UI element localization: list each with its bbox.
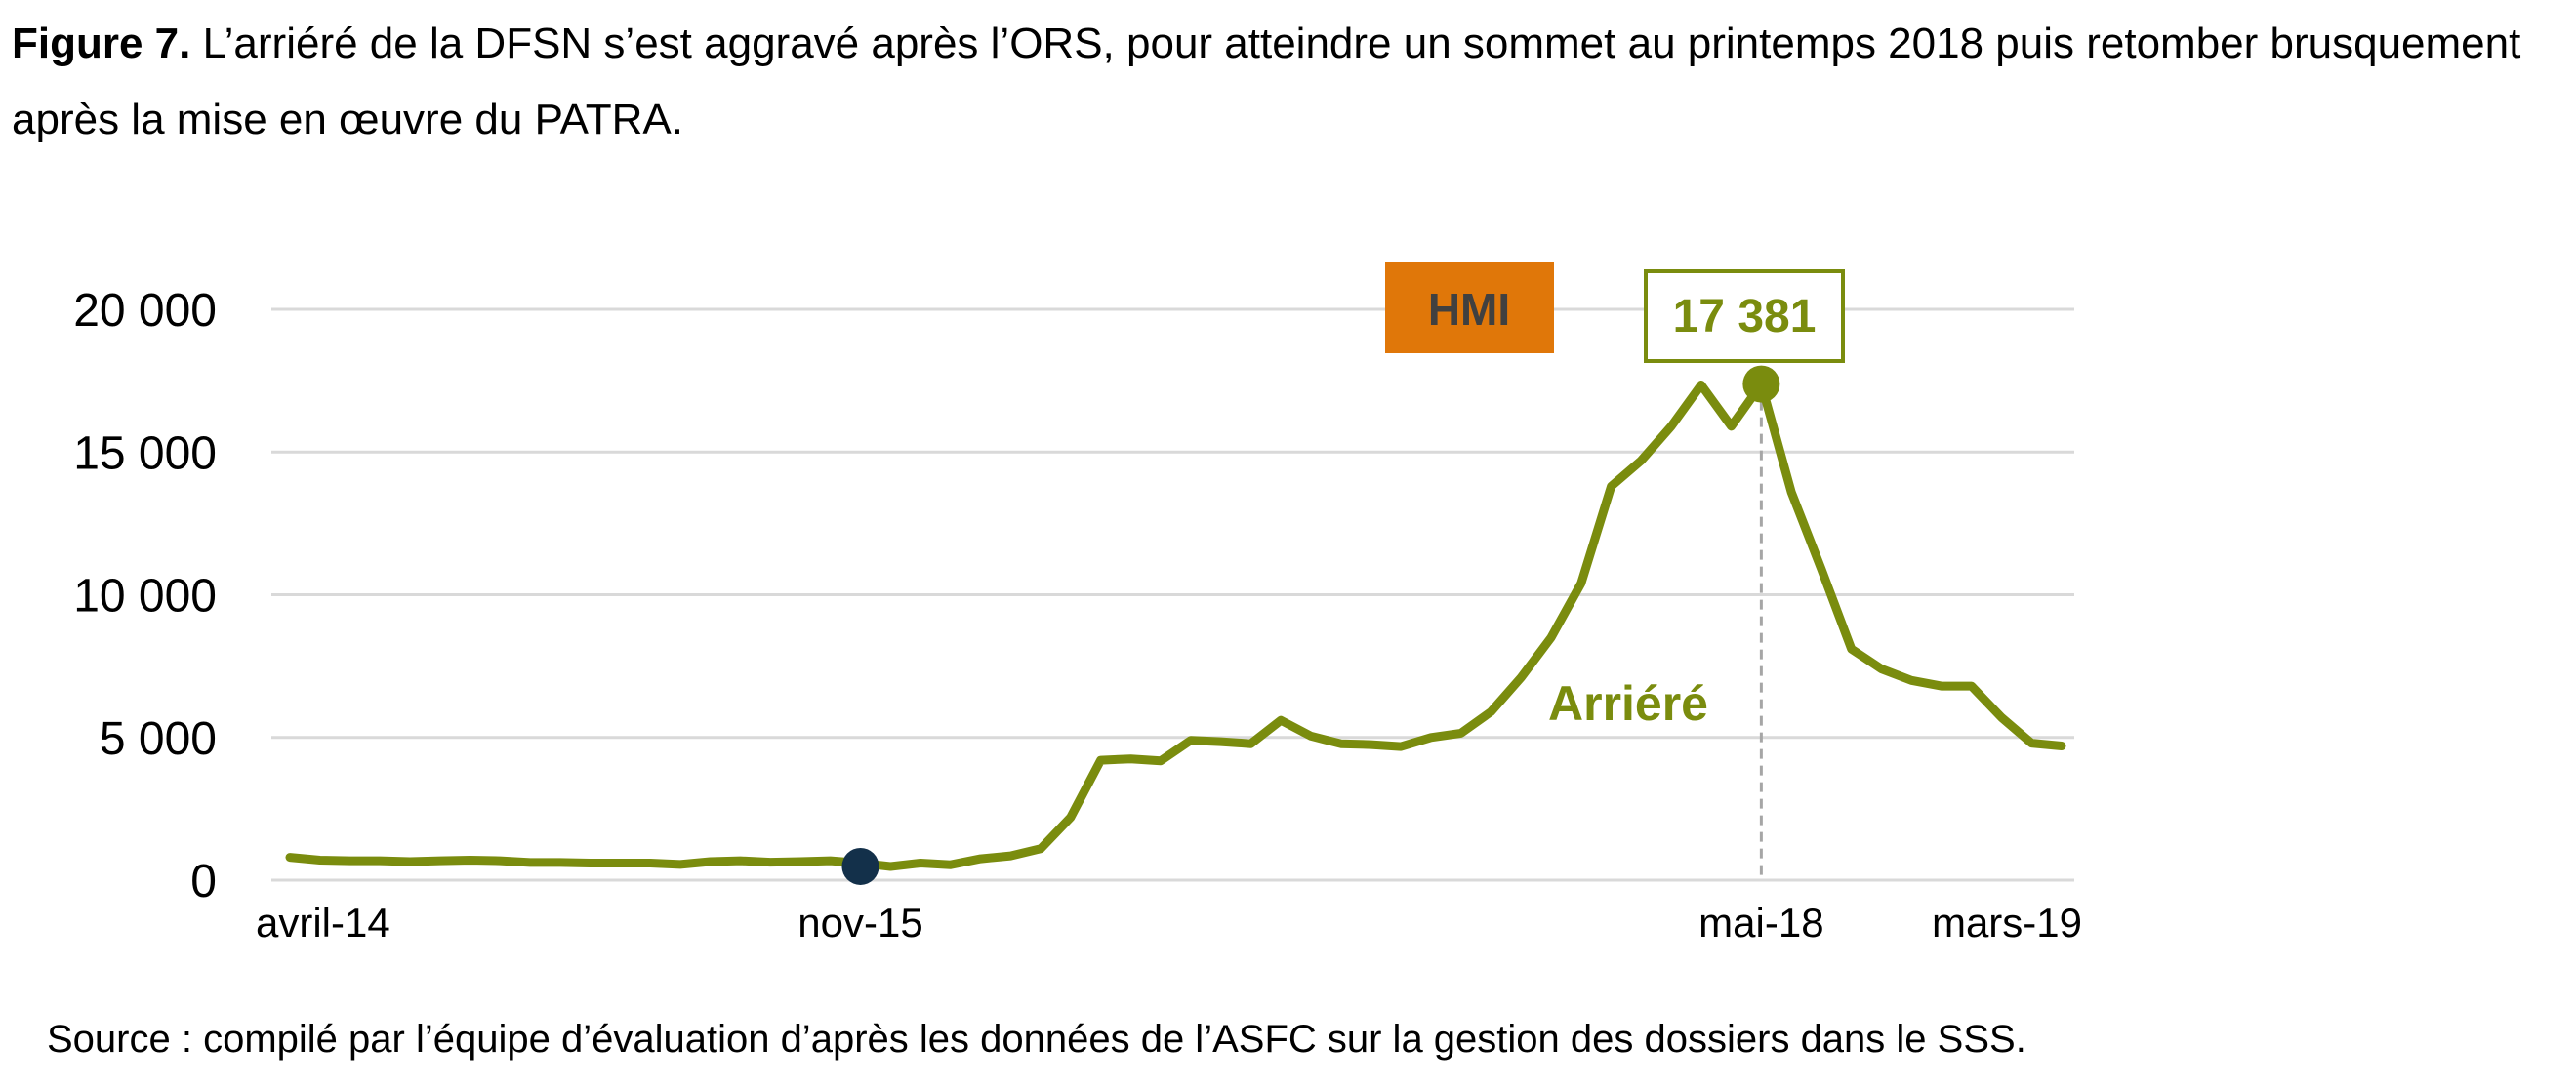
- x-tick-label: nov-15: [797, 900, 922, 946]
- peak-label: 17 381: [1673, 291, 1817, 343]
- hmi-label: HMI: [1428, 284, 1510, 335]
- figure-caption: Figure 7. L’arriéré de la DFSN s’est agg…: [12, 6, 2564, 158]
- start-marker: [841, 847, 879, 885]
- x-tick-label: mars-19: [1932, 900, 2082, 946]
- y-tick-label: 0: [190, 856, 217, 907]
- figure-caption-text: L’arriéré de la DFSN s’est aggravé après…: [12, 20, 2521, 143]
- x-tick-label: avril-14: [256, 900, 390, 946]
- source-note: Source : compilé par l’équipe d’évaluati…: [47, 1018, 2026, 1061]
- y-tick-label: 10 000: [73, 571, 217, 623]
- y-tick-label: 5 000: [100, 713, 217, 765]
- hmi-box: [1385, 262, 1554, 353]
- x-tick-label: mai-18: [1698, 900, 1823, 946]
- series-line-arriere: [285, 380, 2066, 871]
- y-tick-label: 15 000: [73, 427, 217, 479]
- series-label-arriere: Arriéré: [1548, 676, 1708, 731]
- y-tick-label: 20 000: [73, 285, 217, 337]
- peak-marker: [1742, 365, 1780, 403]
- backlog-line-chart: 0 5 000 10 000 15 000 20 000 17 381 HMI Arriéré…: [73, 262, 2082, 946]
- figure-label: Figure 7.: [12, 20, 191, 67]
- peak-label-box: [1644, 269, 1845, 363]
